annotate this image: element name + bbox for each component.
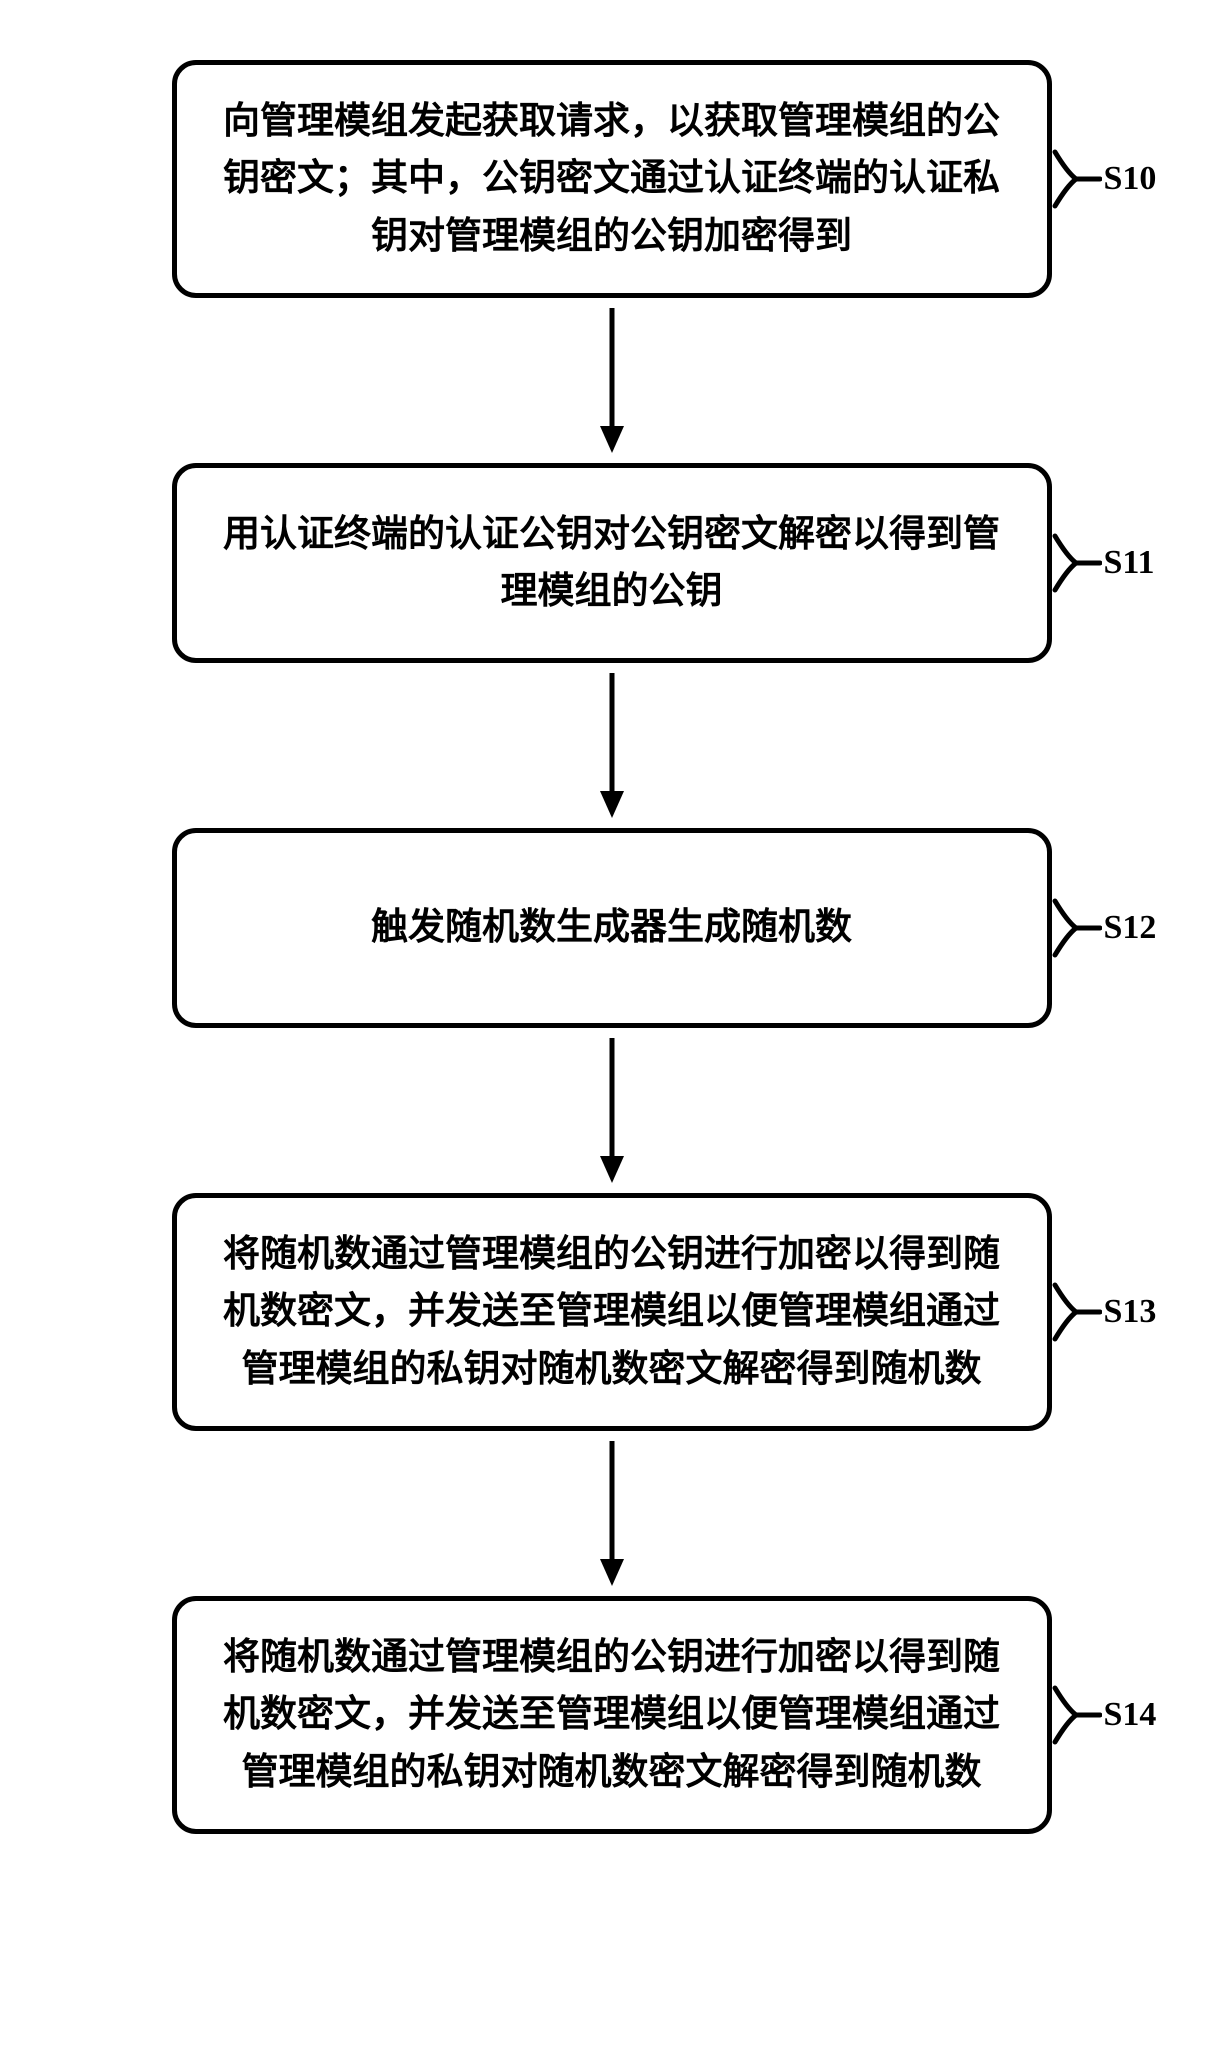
bracket-icon (1052, 1277, 1102, 1347)
step-label-0: S10 (1104, 160, 1157, 198)
arrow-2 (592, 1038, 632, 1183)
bracket-icon (1052, 528, 1102, 598)
bracket-icon (1052, 144, 1102, 214)
step-text-0: 向管理模组发起获取请求，以获取管理模组的公钥密文；其中，公钥密文通过认证终端的认… (211, 93, 1013, 265)
step-box-4: 将随机数通过管理模组的公钥进行加密以得到随机数密文，并发送至管理模组以便管理模组… (172, 1596, 1052, 1834)
step-box-0: 向管理模组发起获取请求，以获取管理模组的公钥密文；其中，公钥密文通过认证终端的认… (172, 60, 1052, 298)
bracket-icon (1052, 893, 1102, 963)
step-label-wrap-2: S12 (1052, 893, 1157, 963)
bracket-icon (1052, 1680, 1102, 1750)
step-label-wrap-0: S10 (1052, 144, 1157, 214)
step-box-3: 将随机数通过管理模组的公钥进行加密以得到随机数密文，并发送至管理模组以便管理模组… (172, 1193, 1052, 1431)
step-label-wrap-4: S14 (1052, 1680, 1157, 1750)
step-box-1: 用认证终端的认证公钥对公钥密文解密以得到管理模组的公钥 (172, 463, 1052, 663)
step-text-3: 将随机数通过管理模组的公钥进行加密以得到随机数密文，并发送至管理模组以便管理模组… (211, 1226, 1013, 1398)
step-row-3: 将随机数通过管理模组的公钥进行加密以得到随机数密文，并发送至管理模组以便管理模组… (40, 1193, 1183, 1431)
step-text-4: 将随机数通过管理模组的公钥进行加密以得到随机数密文，并发送至管理模组以便管理模组… (211, 1629, 1013, 1801)
step-label-wrap-3: S13 (1052, 1277, 1157, 1347)
step-row-1: 用认证终端的认证公钥对公钥密文解密以得到管理模组的公钥 S11 (40, 463, 1183, 663)
arrow-1 (592, 673, 632, 818)
step-label-3: S13 (1104, 1293, 1157, 1331)
step-row-4: 将随机数通过管理模组的公钥进行加密以得到随机数密文，并发送至管理模组以便管理模组… (40, 1596, 1183, 1834)
step-row-2: 触发随机数生成器生成随机数 S12 (40, 828, 1183, 1028)
step-text-1: 用认证终端的认证公钥对公钥密文解密以得到管理模组的公钥 (211, 506, 1013, 621)
step-box-2: 触发随机数生成器生成随机数 (172, 828, 1052, 1028)
step-label-4: S14 (1104, 1696, 1157, 1734)
step-text-2: 触发随机数生成器生成随机数 (371, 899, 852, 956)
step-label-2: S12 (1104, 909, 1157, 947)
step-row-0: 向管理模组发起获取请求，以获取管理模组的公钥密文；其中，公钥密文通过认证终端的认… (40, 60, 1183, 298)
step-label-wrap-1: S11 (1052, 528, 1155, 598)
flowchart-container: 向管理模组发起获取请求，以获取管理模组的公钥密文；其中，公钥密文通过认证终端的认… (40, 60, 1183, 1834)
arrow-0 (592, 308, 632, 453)
step-label-1: S11 (1104, 544, 1155, 582)
arrow-3 (592, 1441, 632, 1586)
